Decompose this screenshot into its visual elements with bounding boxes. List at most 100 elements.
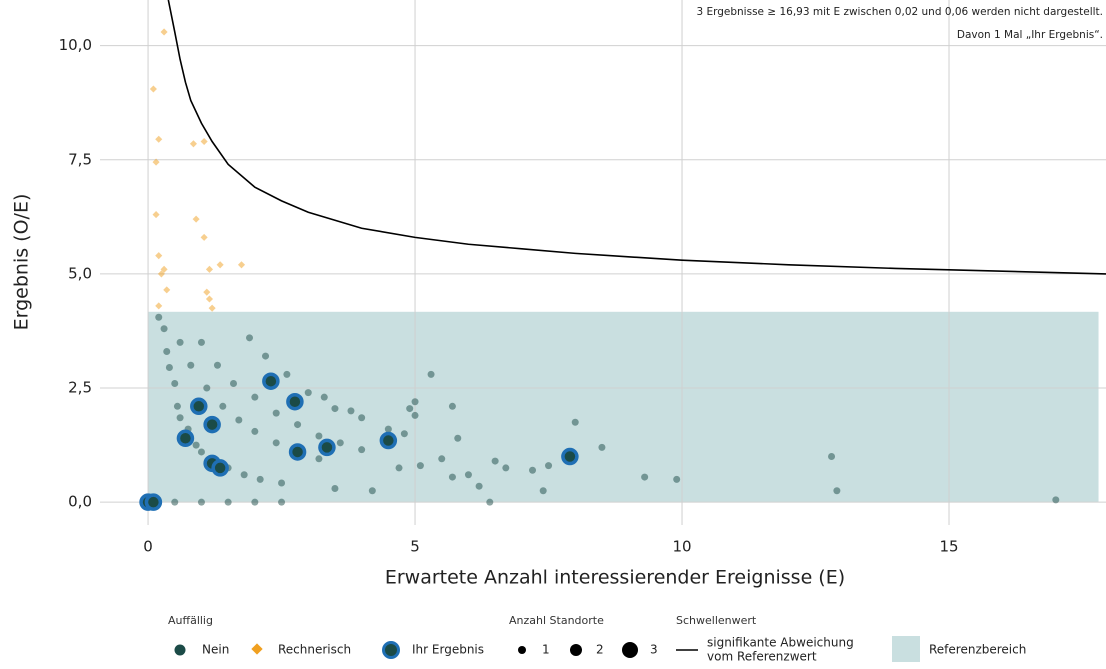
point <box>318 438 336 457</box>
point <box>155 302 163 310</box>
point <box>157 270 165 278</box>
point <box>331 484 339 492</box>
legend-title: Anzahl Standorte <box>509 614 604 627</box>
point <box>427 370 435 378</box>
point <box>203 415 221 434</box>
point <box>197 448 205 456</box>
point <box>192 215 200 223</box>
point <box>571 418 579 426</box>
point <box>272 409 280 417</box>
point <box>262 352 270 360</box>
point <box>251 498 259 506</box>
point <box>395 464 403 472</box>
legend-label: vom Referenzwert <box>707 650 817 664</box>
point <box>379 431 398 450</box>
point <box>203 384 211 392</box>
legend-icon <box>251 643 263 655</box>
point <box>272 439 280 447</box>
size-icon <box>570 644 582 656</box>
legend-title: Schwellenwert <box>676 614 757 627</box>
point <box>160 28 168 36</box>
point <box>155 313 163 321</box>
point <box>173 402 181 410</box>
legend-label: Ihr Ergebnis <box>412 643 484 657</box>
point <box>320 393 328 401</box>
point <box>464 471 472 479</box>
point <box>237 261 246 269</box>
legend-label: Rechnerisch <box>278 643 351 657</box>
y-tick-label: 2,5 <box>68 379 92 397</box>
point <box>171 379 179 387</box>
y-tick-label: 7,5 <box>68 150 92 168</box>
point <box>448 473 456 481</box>
annotation: 3 Ergebnisse ≥ 16,93 mit E zwischen 0,02… <box>696 6 1103 18</box>
point <box>160 265 168 273</box>
point <box>331 405 339 413</box>
legend-icon <box>382 641 400 659</box>
x-tick-label: 10 <box>672 538 691 556</box>
point <box>187 361 195 369</box>
point <box>294 421 302 429</box>
point <box>283 370 291 378</box>
point <box>208 304 216 312</box>
point <box>190 397 208 416</box>
point <box>235 416 243 424</box>
point <box>211 459 229 477</box>
point <box>163 286 171 294</box>
point <box>256 475 264 483</box>
point <box>400 430 408 438</box>
legend-icon <box>892 636 920 662</box>
point <box>454 434 462 442</box>
point <box>205 295 213 303</box>
point <box>286 392 304 411</box>
size-label: 2 <box>596 643 604 657</box>
point <box>200 137 208 146</box>
point <box>411 411 419 419</box>
point <box>491 457 499 465</box>
point <box>144 493 163 511</box>
x-tick-label: 0 <box>143 538 153 556</box>
point <box>205 265 213 273</box>
point <box>192 441 200 449</box>
point <box>176 338 184 346</box>
legend: Auffällig Nein Rechnerisch Ihr Ergebnis … <box>168 614 1026 664</box>
point <box>358 414 366 422</box>
point <box>475 482 483 490</box>
point <box>224 498 232 506</box>
point <box>416 462 424 470</box>
point <box>368 487 376 495</box>
point <box>165 364 173 371</box>
size-icon <box>622 642 638 658</box>
point <box>229 379 237 387</box>
point <box>502 464 510 472</box>
point <box>486 498 494 506</box>
annotation: Davon 1 Mal „Ihr Ergebnis“. <box>957 29 1103 41</box>
y-axis-label: Ergebnis (O/E) <box>11 194 33 331</box>
point <box>163 348 171 356</box>
point <box>152 211 160 219</box>
point <box>189 140 197 148</box>
point <box>176 429 195 448</box>
size-label: 1 <box>542 643 550 657</box>
point <box>203 288 211 296</box>
point <box>539 487 547 495</box>
point <box>561 447 579 466</box>
x-axis-label: Erwartete Anzahl interessierender Ereign… <box>385 567 845 589</box>
point <box>438 455 446 463</box>
point <box>1052 496 1060 504</box>
point <box>171 498 179 506</box>
x-tick-label: 5 <box>410 538 420 556</box>
size-icon <box>518 646 526 654</box>
point <box>598 443 606 451</box>
point <box>216 261 224 269</box>
y-tick-label: 0,0 <box>68 493 92 511</box>
point <box>545 462 553 470</box>
point <box>304 389 312 397</box>
point <box>152 158 160 166</box>
legend-title: Auffällig <box>168 614 213 627</box>
point <box>200 233 208 241</box>
point <box>155 252 163 260</box>
point <box>160 325 168 333</box>
point <box>251 393 259 401</box>
